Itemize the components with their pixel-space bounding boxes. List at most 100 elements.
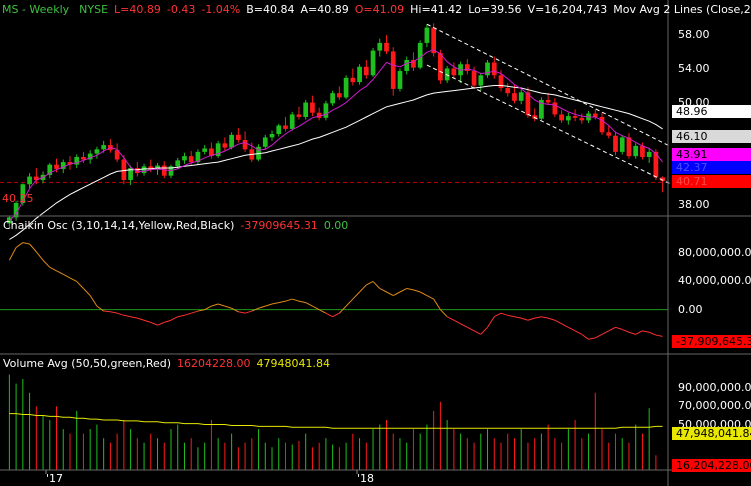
chaikin-segment [379,288,387,293]
x-label-2018: '18 [357,472,375,485]
candle-body [296,114,302,117]
chaikin-segment [588,337,596,340]
chaikin-segment [366,280,374,286]
candle-body [74,156,80,165]
candle-body [539,99,544,119]
candle-body [161,165,167,176]
candle-body [451,68,457,76]
chaikin-segment [197,309,205,312]
candle-body [215,143,221,157]
volume-tick-label: 70,000,000.00 [678,399,751,413]
trend-channel [426,23,670,184]
candle-body [182,156,187,161]
price-candles [7,23,665,227]
candle-body [87,153,93,160]
chaikin-segment [359,284,367,293]
candle-body [13,202,19,218]
volume-tick-label: 90,000,000.00 [678,381,751,395]
candle-body [33,176,39,180]
chaikin-segment [69,277,77,282]
candle-body [337,93,342,98]
volume-panel-title: Volume Avg (50,50,green,Red) 16204228.00 4… [3,357,336,370]
chaikin-segment [231,307,239,313]
candle-body [505,88,511,94]
chaikin-segment [292,298,300,302]
symbol-label: MS - Weekly [2,3,70,16]
chaikin-segment [278,300,286,304]
chaikin-segment [426,295,434,300]
open-price: O=41.09 [354,3,405,16]
chaikin-segment [419,291,428,296]
chaikin-segment [271,302,279,305]
chaikin-segment [204,305,212,311]
chaikin-segment [49,266,57,272]
chaikin-segment [433,298,441,310]
candle-body [545,99,551,103]
chaikin-segment [325,312,333,318]
volume-value: 16204228.00 [177,357,251,370]
candle-body [60,162,66,169]
candle-body [202,148,208,152]
chaikin-segment [184,312,192,316]
slow-moving-average-line [9,85,663,240]
chaikin-zero: 0.00 [323,219,349,232]
chaikin-segment [35,251,44,261]
chaikin-segment [177,314,185,318]
chaikin-segment [622,328,630,333]
candle-body [640,145,645,157]
price-tick-label: 54.00 [678,62,710,76]
candle-body [384,42,389,52]
chaikin-segment [635,330,643,335]
candle-body [121,159,127,180]
chaikin-segment [251,307,259,312]
candle-body [310,102,315,113]
candle-body [619,137,625,152]
chaikin-segment [446,316,455,321]
chaikin-segment [238,311,246,314]
chaikin-segment [116,312,125,316]
candle-body [431,27,437,54]
chaikin-segment [110,311,118,314]
chaikin-segment [63,273,71,279]
candle-body [148,166,154,170]
chaikin-panel-title: Chaikin Osc (3,10,14,14,Yellow,Red,Black… [3,219,354,232]
candle-body [101,145,107,150]
chaikin-segment [22,242,30,245]
price-badge: 42.37 [672,161,751,175]
chaikin-segment [460,323,468,328]
chaikin-segment [258,305,266,309]
channel-lower-line [426,64,670,184]
exchange-label: NYSE [79,3,109,16]
chaikin-segment [42,259,51,268]
candle-body [114,150,120,160]
candle-body [532,115,538,119]
chaikin-oscillator-plot [0,242,668,340]
chaikin-segment [514,316,522,319]
candle-body [54,164,59,169]
chaikin-value: -37909645.31 [240,219,318,232]
candle-body [552,102,558,115]
chaikin-segment [541,316,549,319]
last-price: L=40.89 [114,3,161,16]
chaikin-value-badge: -37,909,645.31 [672,335,751,348]
candle-body [27,176,32,185]
chaikin-segment [244,310,252,314]
candle-body [525,92,531,116]
candle-body [626,137,632,157]
candle-body [350,77,356,83]
candle-body [613,135,618,152]
study-label: Mov Avg 2 Lines (Close,2 [613,3,751,16]
candle-body [195,151,201,163]
candle-body [579,117,585,121]
chaikin-segment [507,314,515,318]
candle-body [404,59,410,72]
chaikin-segment [487,316,495,328]
candle-body [229,134,234,148]
chaikin-segment [547,317,556,321]
candle-body [316,112,322,118]
candle-body [188,156,194,163]
candle-body [653,151,659,178]
candle-body [330,93,335,104]
candle-body [411,59,416,68]
